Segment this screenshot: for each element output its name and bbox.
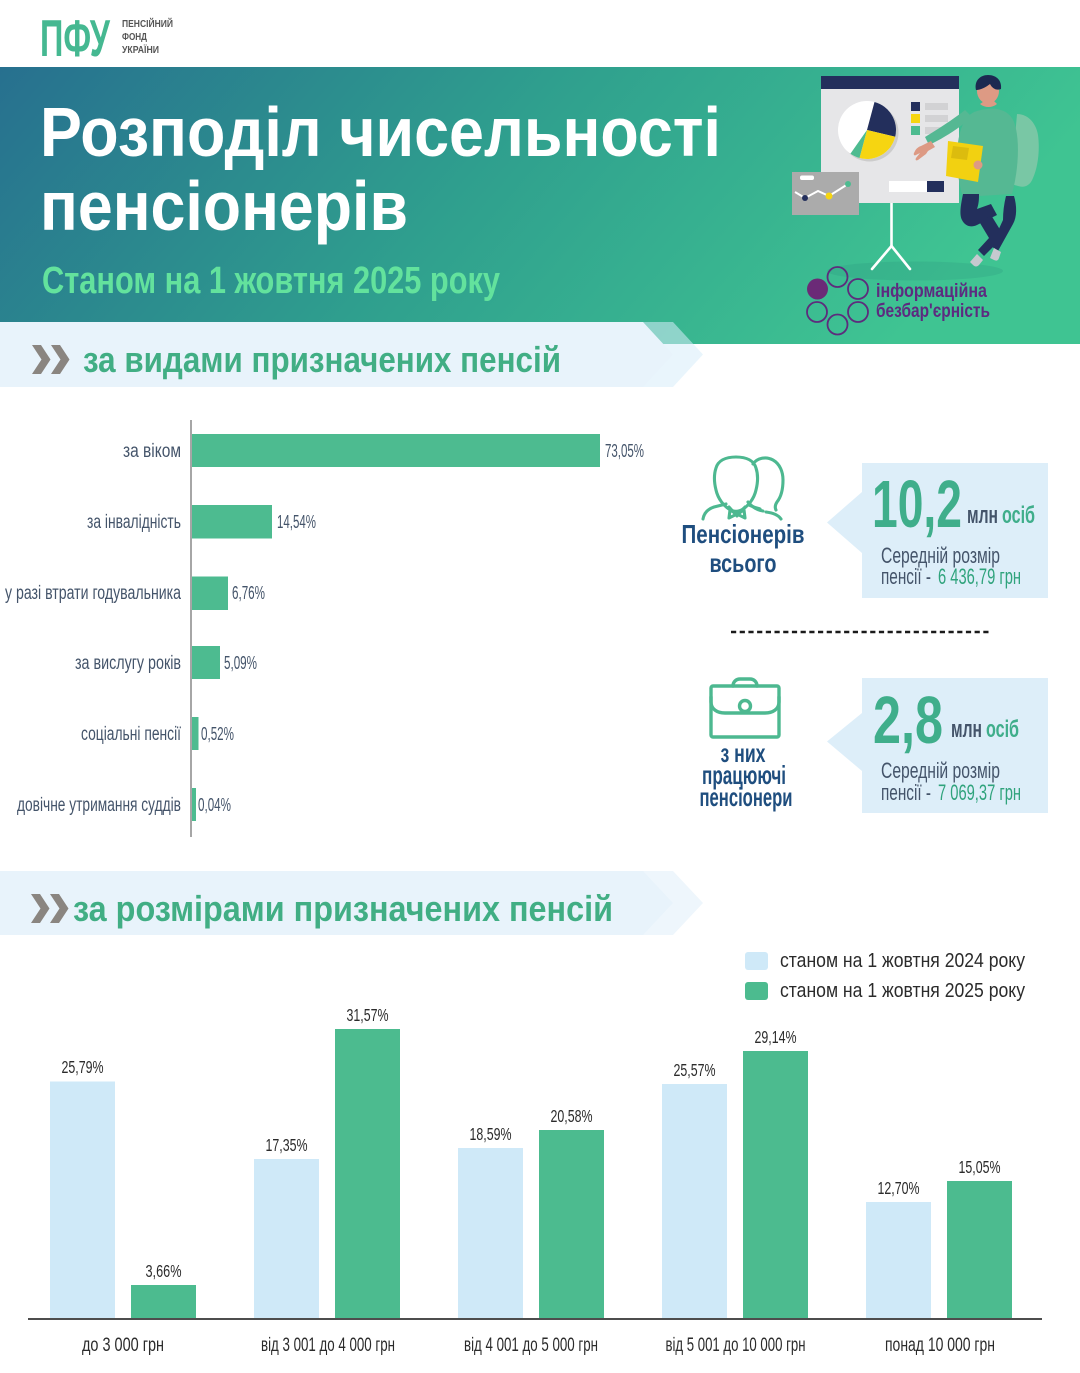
svg-text:пенсіонери: пенсіонери xyxy=(700,782,793,812)
svg-text:від 3 001 до 4 000 грн: від 3 001 до 4 000 грн xyxy=(261,1334,395,1356)
svg-text:станом на 1 жовтня 2025 року: станом на 1 жовтня 2025 року xyxy=(780,980,1025,1002)
svg-text:за інвалідність: за інвалідність xyxy=(87,512,181,533)
svg-text:з них: з них xyxy=(721,738,766,768)
svg-text:18,59%: 18,59% xyxy=(470,1124,512,1144)
svg-text:за розмірами призначених пенсі: за розмірами призначених пенсій xyxy=(73,888,613,929)
svg-text:пенсії -: пенсії - xyxy=(881,780,931,805)
svg-text:понад 10 000 грн: понад 10 000 грн xyxy=(885,1334,995,1356)
svg-text:від 5 001 до 10 000 грн: від 5 001 до 10 000 грн xyxy=(666,1334,806,1356)
svg-text:31,57%: 31,57% xyxy=(347,1005,389,1025)
svg-text:осіб: осіб xyxy=(986,716,1019,743)
svg-text:2,8: 2,8 xyxy=(873,683,943,758)
svg-text:пенсії -: пенсії - xyxy=(881,564,931,589)
svg-text:6 436,79 грн: 6 436,79 грн xyxy=(938,564,1021,589)
svg-text:безбар'єрність: безбар'єрність xyxy=(876,301,990,322)
svg-text:5,09%: 5,09% xyxy=(224,652,257,673)
svg-text:ПЕНСІЙНИЙ: ПЕНСІЙНИЙ xyxy=(122,17,173,30)
svg-text:Пенсіонерів: Пенсіонерів xyxy=(682,519,805,549)
svg-text:станом на 1 жовтня 2024 року: станом на 1 жовтня 2024 року xyxy=(780,950,1025,972)
svg-text:25,57%: 25,57% xyxy=(674,1060,716,1080)
svg-text:за вислугу років: за вислугу років xyxy=(75,653,181,674)
svg-text:інформаційна: інформаційна xyxy=(876,281,987,302)
svg-text:0,04%: 0,04% xyxy=(198,794,231,815)
svg-text:ПФУ: ПФУ xyxy=(40,10,110,68)
svg-text:млн: млн xyxy=(951,716,982,743)
svg-text:29,14%: 29,14% xyxy=(755,1027,797,1047)
svg-text:млн: млн xyxy=(967,502,998,529)
svg-text:УКРАЇНИ: УКРАЇНИ xyxy=(122,43,159,56)
svg-text:10,2: 10,2 xyxy=(872,467,962,542)
svg-text:від 4 001 до 5 000 грн: від 4 001 до 5 000 грн xyxy=(464,1334,598,1356)
svg-text:6,76%: 6,76% xyxy=(232,582,265,603)
svg-text:довічне утримання суддів: довічне утримання суддів xyxy=(17,795,181,816)
svg-text:14,54%: 14,54% xyxy=(277,511,316,532)
svg-text:осіб: осіб xyxy=(1002,502,1035,529)
svg-text:Середній розмір: Середній розмір xyxy=(881,758,1000,783)
svg-text:17,35%: 17,35% xyxy=(266,1135,308,1155)
svg-text:25,79%: 25,79% xyxy=(62,1057,104,1077)
svg-text:Середній розмір: Середній розмір xyxy=(881,543,1000,568)
svg-text:соціальні пенсії: соціальні пенсії xyxy=(81,724,182,745)
svg-text:73,05%: 73,05% xyxy=(605,440,644,461)
svg-text:12,70%: 12,70% xyxy=(878,1178,920,1198)
svg-text:15,05%: 15,05% xyxy=(959,1157,1001,1177)
svg-text:7 069,37 грн: 7 069,37 грн xyxy=(938,780,1021,805)
svg-text:пенсіонерів: пенсіонерів xyxy=(40,167,408,245)
svg-text:ФОНД: ФОНД xyxy=(122,32,147,43)
svg-text:за видами призначених пенсій: за видами призначених пенсій xyxy=(83,339,561,380)
svg-text:працюючі: працюючі xyxy=(702,760,786,790)
svg-text:у разі втрати годувальника: у разі втрати годувальника xyxy=(5,583,181,604)
svg-text:до 3 000 грн: до 3 000 грн xyxy=(82,1334,164,1356)
svg-text:0,52%: 0,52% xyxy=(201,723,234,744)
svg-text:всього: всього xyxy=(710,548,777,578)
svg-text:Розподіл чисельності: Розподіл чисельності xyxy=(40,93,721,171)
svg-text:20,58%: 20,58% xyxy=(551,1106,593,1126)
svg-text:3,66%: 3,66% xyxy=(146,1261,182,1281)
svg-text:Станом на 1 жовтня 2025 року: Станом на 1 жовтня 2025 року xyxy=(42,260,500,302)
svg-text:за віком: за віком xyxy=(123,441,181,462)
